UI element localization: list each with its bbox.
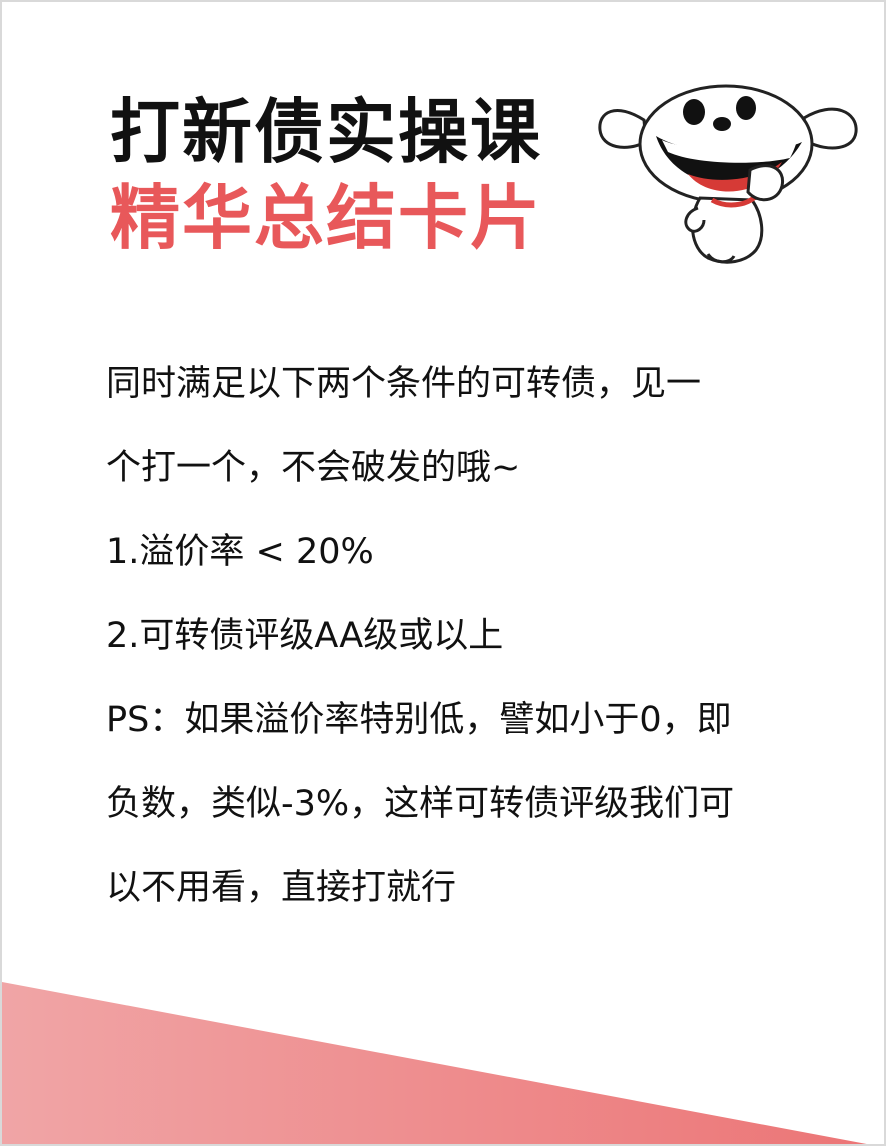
ps-note-line: 以不用看，直接打就行 (106, 868, 457, 908)
body-line: 个打一个，不会破发的哦~ (106, 448, 521, 488)
decorative-bottom-band (2, 982, 867, 1144)
body-line: 同时满足以下两个条件的可转债，见一 (106, 364, 702, 404)
title-line-2: 精华总结卡片 (110, 177, 542, 259)
cartoon-dog-mascot-icon (598, 84, 858, 264)
condition-1: 1.溢价率 < 20% (106, 532, 374, 572)
body-text: 同时满足以下两个条件的可转债，见一 个打一个，不会破发的哦~ 1.溢价率 < 2… (106, 342, 806, 930)
condition-2: 2.可转债评级AA级或以上 (106, 616, 504, 656)
ps-note-line: 负数，类似-3%，这样可转债评级我们可 (106, 784, 735, 824)
ps-note-line: PS：如果溢价率特别低，譬如小于0，即 (106, 700, 732, 740)
title-line-1: 打新债实操课 (110, 91, 542, 173)
